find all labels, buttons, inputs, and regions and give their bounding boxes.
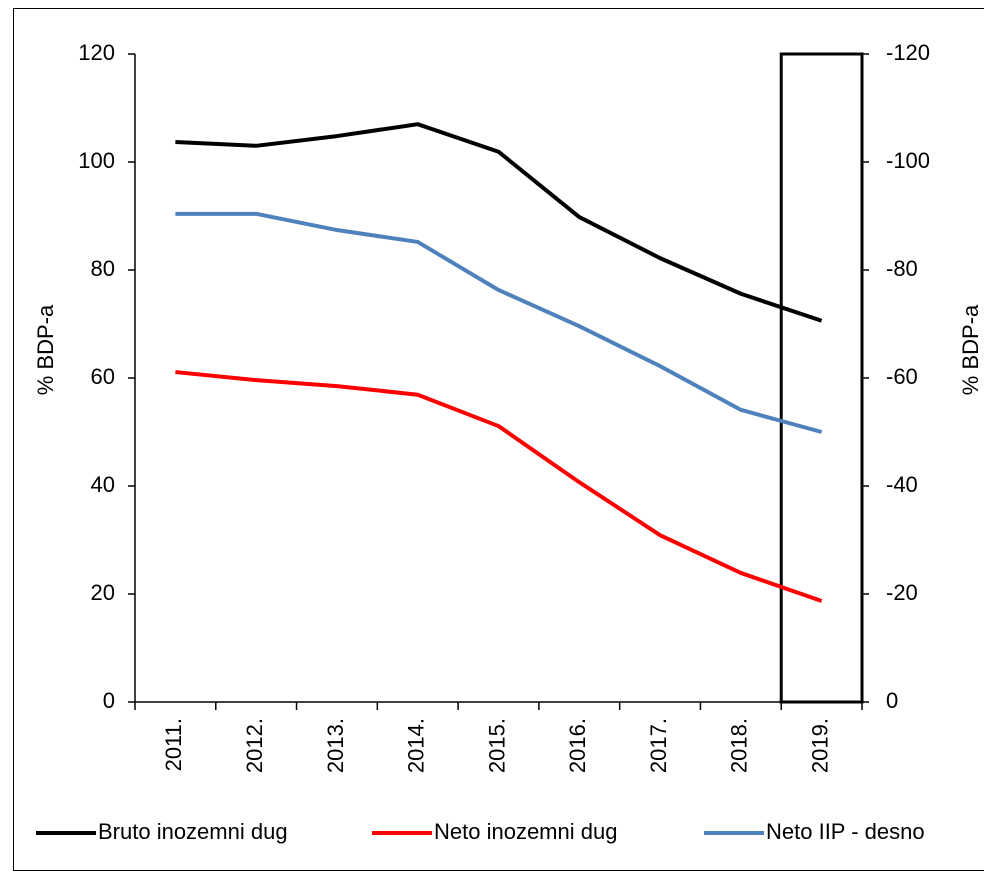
y2-tick-label: -100 [886,148,930,173]
y-tick-label: 80 [91,256,115,281]
legend-label: Bruto inozemni dug [98,819,288,844]
y2-axis-title: % BDP-a [958,304,983,395]
y-tick-label: 60 [91,364,115,389]
legend-label: Neto inozemni dug [434,819,617,844]
x-tick-label: 2018. [727,718,752,773]
y2-tick-label: -20 [886,580,918,605]
highlight-box [779,52,864,704]
series-line [175,370,823,603]
series-line [175,122,823,323]
y2-tick-label: 0 [886,688,898,713]
y-tick-label: 120 [78,40,115,65]
y2-tick-label: -80 [886,256,918,281]
x-tick-label: 2015. [484,718,509,773]
y2-tick-label: -120 [886,40,930,65]
y2-tick-label: -60 [886,364,918,389]
x-tick-label: 2014. [404,718,429,773]
y2-tick-label: -40 [886,472,918,497]
y-axis-title: % BDP-a [33,304,58,395]
y-tick-label: 100 [78,148,115,173]
x-tick-label: 2019. [807,718,832,773]
y-tick-label: 0 [103,688,115,713]
x-tick-label: 2017. [646,718,671,773]
legend-label: Neto IIP - desno [766,819,925,844]
x-tick-label: 2011. [161,718,186,771]
x-tick-label: 2012. [242,718,267,773]
chart-border [13,8,984,871]
y-tick-label: 40 [91,472,115,497]
series-line [175,211,823,434]
x-tick-label: 2013. [323,718,348,773]
y-tick-label: 20 [91,580,115,605]
x-tick-label: 2016. [565,718,590,773]
